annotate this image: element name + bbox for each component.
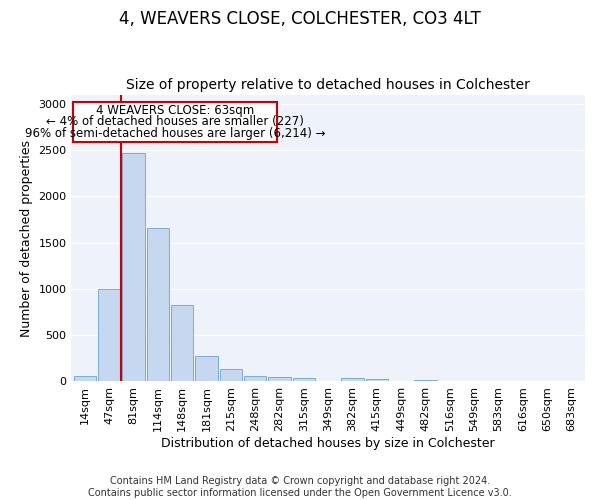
- Bar: [415, 380, 437, 382]
- Y-axis label: Number of detached properties: Number of detached properties: [20, 140, 33, 336]
- FancyBboxPatch shape: [73, 102, 277, 142]
- Text: 4 WEAVERS CLOSE: 63sqm: 4 WEAVERS CLOSE: 63sqm: [96, 104, 254, 117]
- Bar: [171, 304, 193, 382]
- Bar: [341, 378, 364, 382]
- Bar: [365, 378, 388, 382]
- Bar: [98, 289, 120, 382]
- Bar: [244, 376, 266, 382]
- Text: Contains HM Land Registry data © Crown copyright and database right 2024.
Contai: Contains HM Land Registry data © Crown c…: [88, 476, 512, 498]
- Text: 96% of semi-detached houses are larger (6,214) →: 96% of semi-detached houses are larger (…: [25, 126, 325, 140]
- Bar: [146, 228, 169, 382]
- Text: 4, WEAVERS CLOSE, COLCHESTER, CO3 4LT: 4, WEAVERS CLOSE, COLCHESTER, CO3 4LT: [119, 10, 481, 28]
- Title: Size of property relative to detached houses in Colchester: Size of property relative to detached ho…: [126, 78, 530, 92]
- Bar: [122, 153, 145, 382]
- Bar: [293, 378, 315, 382]
- Bar: [268, 377, 290, 382]
- X-axis label: Distribution of detached houses by size in Colchester: Distribution of detached houses by size …: [161, 437, 495, 450]
- Bar: [195, 356, 218, 382]
- Bar: [220, 370, 242, 382]
- Bar: [74, 376, 96, 382]
- Text: ← 4% of detached houses are smaller (227): ← 4% of detached houses are smaller (227…: [46, 116, 304, 128]
